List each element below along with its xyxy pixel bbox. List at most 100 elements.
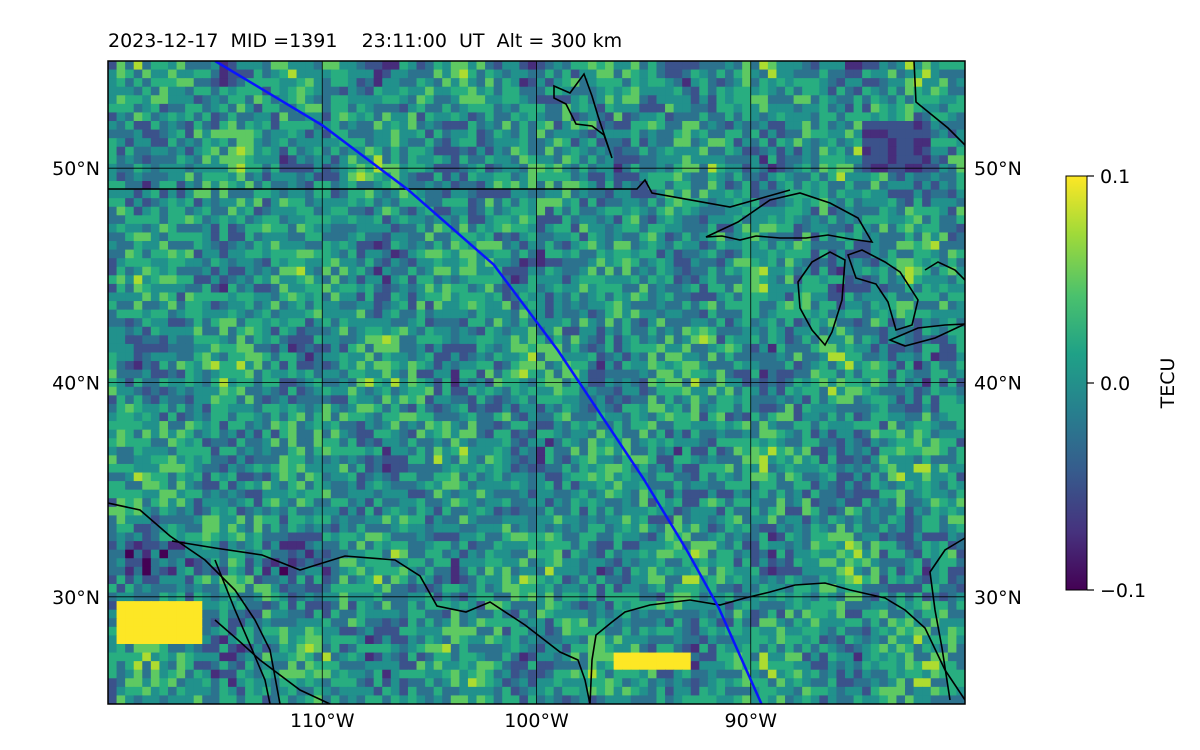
tec-cell: [707, 309, 718, 319]
tec-cell: [502, 69, 512, 79]
tec-cell: [810, 343, 820, 354]
tec-cell: [519, 61, 529, 71]
tec-cell: [733, 181, 743, 191]
tec-cell: [596, 266, 606, 276]
tec-cell: [510, 403, 520, 414]
tec-cell: [382, 326, 392, 336]
tec-cell: [476, 421, 486, 431]
tec-cell: [930, 395, 940, 405]
tec-cell: [905, 103, 915, 114]
tec-cell: [596, 463, 606, 474]
tec-cell: [759, 481, 769, 491]
tec-cell: [733, 421, 743, 431]
tec-cell: [485, 232, 495, 242]
tec-cell: [399, 95, 409, 105]
tec-cell: [399, 121, 409, 131]
tec-cell: [605, 69, 615, 79]
tec-cell: [656, 275, 666, 285]
tec-cell: [853, 386, 863, 396]
tec-cell: [407, 181, 418, 191]
tec-cell: [425, 112, 435, 122]
tec-cell: [253, 198, 263, 208]
tec-cell: [270, 343, 280, 354]
tec-cell: [502, 421, 512, 431]
tec-cell: [185, 421, 195, 431]
tec-cell: [579, 129, 589, 139]
tec-cell: [527, 61, 538, 71]
tec-cell: [570, 241, 580, 251]
tec-cell: [485, 146, 495, 156]
tec-cell: [939, 326, 949, 336]
tec-cell: [382, 181, 392, 191]
tec-cell: [562, 292, 572, 302]
tec-cell: [905, 446, 915, 456]
tec-cell: [750, 309, 760, 319]
tec-cell: [330, 335, 340, 345]
tec-cell: [947, 69, 958, 79]
tec-cell: [776, 181, 786, 191]
tec-cell: [725, 369, 735, 379]
tec-cell: [622, 241, 632, 251]
tec-cell: [459, 318, 469, 328]
tec-cell: [870, 86, 880, 96]
tec-cell: [956, 326, 965, 336]
tec-cell: [767, 326, 778, 336]
tec-cell: [262, 103, 272, 114]
tec-cell: [227, 438, 238, 448]
tec-cell: [399, 266, 409, 276]
tec-cell: [819, 121, 829, 131]
tec-cell: [596, 206, 606, 216]
tec-cell: [116, 463, 126, 474]
tec-cell: [502, 95, 512, 105]
tec-cell: [579, 206, 589, 216]
tec-cell: [373, 438, 383, 448]
tec-cell: [125, 326, 135, 336]
tec-cell: [519, 232, 529, 242]
tec-cell: [390, 395, 400, 405]
tec-cell: [356, 181, 366, 191]
tec-cell: [467, 283, 478, 294]
tec-cell: [716, 223, 726, 234]
tec-cell: [279, 429, 289, 439]
tec-cell: [262, 429, 272, 439]
tec-cell: [347, 181, 358, 191]
tec-cell: [125, 266, 135, 276]
tec-cell: [862, 446, 872, 456]
tec-cell: [236, 352, 246, 362]
tec-cell: [425, 292, 435, 302]
tec-cell: [656, 361, 666, 371]
tec-cell: [716, 481, 726, 491]
tec-cell: [622, 189, 632, 199]
tec-cell: [442, 215, 452, 225]
tec-cell: [699, 412, 709, 422]
tec-cell: [493, 155, 503, 165]
tec-cell: [253, 446, 263, 456]
tec-cell: [433, 198, 443, 208]
tec-cell: [425, 463, 435, 474]
tec-cell: [373, 69, 383, 79]
tec-cell: [639, 112, 649, 122]
tec-cell: [502, 429, 512, 439]
tec-cell: [236, 283, 246, 294]
tec-cell: [536, 258, 546, 268]
tec-cell: [862, 361, 872, 371]
tec-cell: [836, 172, 846, 182]
tec-cell: [176, 301, 186, 311]
tec-cell: [262, 395, 272, 405]
tec-cell: [887, 206, 898, 216]
tec-cell: [245, 446, 255, 456]
tec-cell: [185, 241, 195, 251]
tec-cell: [853, 112, 863, 122]
tec-cell: [459, 78, 469, 88]
tec-cell: [365, 361, 375, 371]
tec-cell: [759, 275, 769, 285]
tec-cell: [785, 412, 795, 422]
tec-cell: [108, 309, 118, 319]
tec-cell: [253, 266, 263, 276]
tec-cell: [845, 103, 855, 114]
tec-cell: [202, 95, 212, 105]
tec-cell: [142, 463, 152, 474]
tec-cell: [287, 369, 298, 379]
tec-cell: [322, 386, 332, 396]
tec-cell: [502, 103, 512, 114]
